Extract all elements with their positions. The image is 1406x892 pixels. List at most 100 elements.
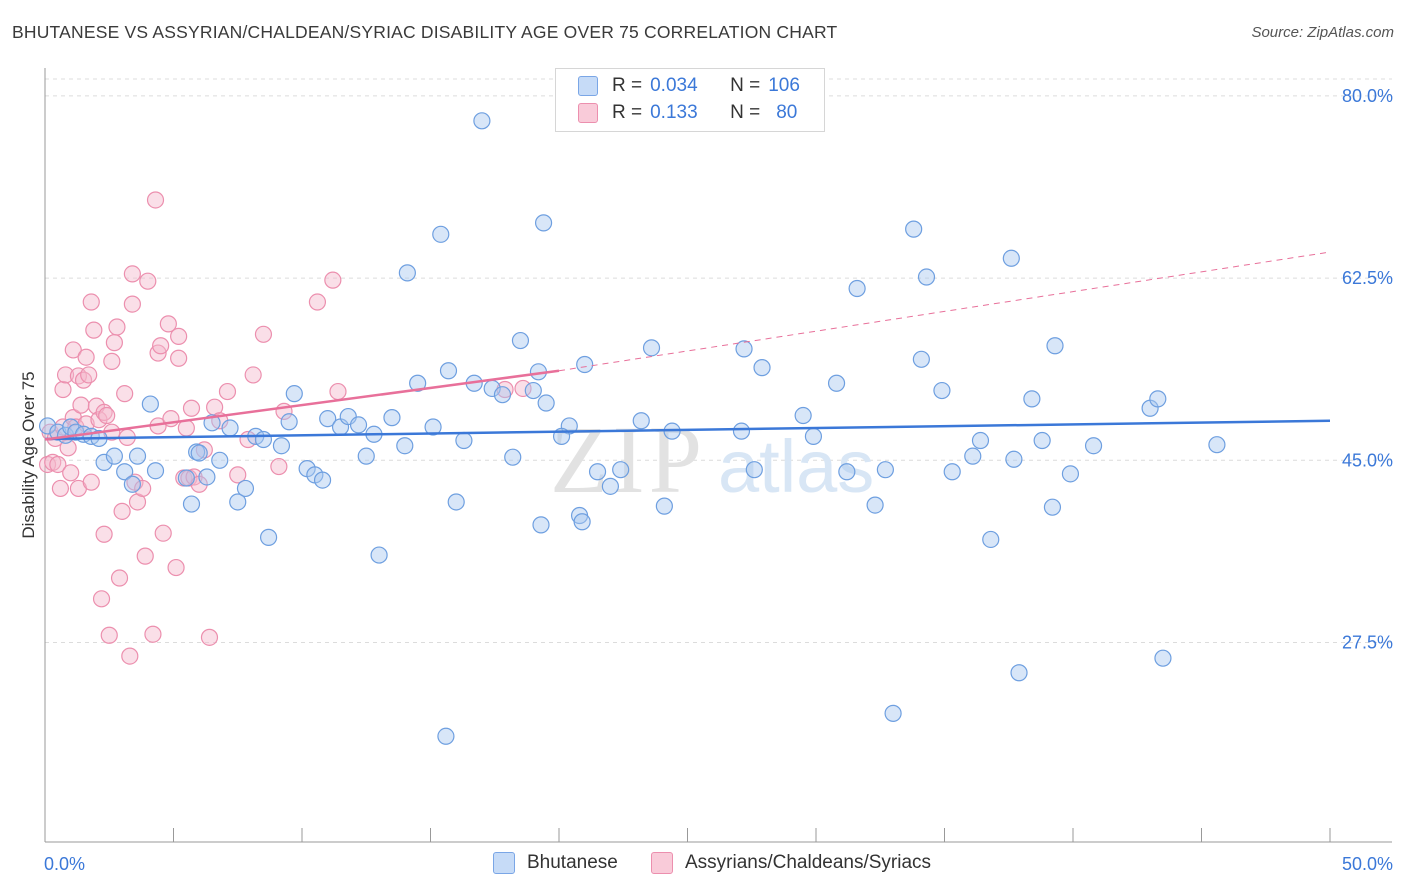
point-assyrians	[116, 385, 134, 403]
legend-row-bhutanese: R = 0.034 N = 106	[578, 73, 800, 99]
point-bhutanese	[432, 225, 450, 243]
x-tick-label-max: 50.0%	[1342, 854, 1393, 874]
point-assyrians	[170, 327, 188, 345]
point-bhutanese	[254, 430, 273, 449]
point-assyrians	[244, 366, 262, 384]
series-legend-swatch-assyrians	[651, 852, 673, 874]
point-assyrians	[218, 382, 237, 401]
point-bhutanese	[424, 418, 442, 436]
point-bhutanese	[588, 463, 607, 481]
trendline-assyrians-extrapolated	[558, 251, 1331, 372]
point-assyrians	[49, 455, 67, 474]
point-bhutanese	[141, 395, 159, 413]
point-assyrians	[105, 334, 123, 352]
point-bhutanese	[943, 463, 961, 481]
watermark-zip: ZIP	[550, 406, 706, 513]
point-assyrians	[62, 464, 80, 482]
point-bhutanese	[349, 416, 368, 434]
x-tick-label-min: 0.0%	[44, 854, 85, 874]
point-assyrians	[144, 625, 162, 643]
source-credit: Source: ZipAtlas.com	[1251, 24, 1394, 41]
point-bhutanese	[1061, 465, 1080, 483]
point-assyrians	[64, 341, 82, 359]
point-assyrians	[82, 473, 100, 491]
point-assyrians	[51, 479, 70, 498]
point-bhutanese	[964, 447, 982, 465]
point-bhutanese	[732, 422, 751, 440]
legend-r-value-bhutanese: 0.034	[650, 75, 698, 96]
point-bhutanese	[439, 362, 458, 380]
point-bhutanese	[259, 528, 278, 546]
legend-n-value-assyrians: 80	[776, 102, 798, 123]
point-bhutanese	[632, 412, 650, 430]
point-bhutanese	[642, 339, 661, 357]
point-bhutanese	[612, 461, 630, 479]
point-assyrians	[110, 569, 129, 587]
point-bhutanese	[1023, 390, 1041, 408]
point-bhutanese	[236, 479, 255, 498]
point-bhutanese	[601, 477, 620, 495]
point-assyrians	[95, 403, 113, 422]
point-bhutanese	[971, 431, 990, 450]
legend-swatch-assyrians	[578, 103, 598, 123]
point-bhutanese	[455, 431, 473, 450]
point-bhutanese	[177, 469, 195, 487]
y-axis-label: Disability Age Over 75	[19, 371, 38, 538]
point-bhutanese	[1046, 337, 1064, 355]
legend-r-value-assyrians: 0.133	[650, 102, 698, 123]
point-assyrians	[136, 547, 154, 565]
point-bhutanese	[447, 493, 465, 511]
point-bhutanese	[221, 419, 239, 437]
point-bhutanese	[866, 496, 884, 514]
point-bhutanese	[745, 461, 763, 479]
point-assyrians	[154, 524, 172, 542]
legend-n-label: N =	[730, 75, 761, 96]
series-legend-swatch-bhutanese	[493, 852, 515, 874]
point-bhutanese	[524, 381, 542, 400]
point-bhutanese	[396, 437, 414, 455]
point-assyrians	[229, 466, 247, 484]
point-assyrians	[152, 337, 170, 355]
point-assyrians	[82, 293, 100, 311]
point-assyrians	[123, 265, 141, 283]
point-bhutanese	[116, 463, 134, 481]
point-bhutanese	[1005, 450, 1023, 468]
point-bhutanese	[1010, 664, 1028, 682]
point-assyrians	[329, 382, 347, 401]
legend-n-label: N =	[730, 102, 761, 123]
point-bhutanese	[576, 355, 594, 374]
point-assyrians	[77, 348, 95, 366]
correlation-legend: R = 0.034 N = 106 R = 0.133 N = 80	[555, 68, 825, 132]
point-bhutanese	[128, 447, 147, 465]
point-bhutanese	[982, 530, 1000, 549]
point-bhutanese	[211, 451, 229, 469]
point-bhutanese	[437, 727, 455, 745]
point-assyrians	[254, 325, 273, 343]
point-assyrians	[146, 191, 165, 209]
point-bhutanese	[838, 463, 856, 481]
point-bhutanese	[493, 386, 512, 404]
point-assyrians	[170, 349, 188, 367]
point-bhutanese	[313, 471, 332, 489]
point-bhutanese	[534, 214, 553, 232]
point-assyrians	[167, 558, 185, 577]
point-bhutanese	[198, 468, 216, 486]
point-bhutanese	[1149, 390, 1167, 408]
point-assyrians	[308, 293, 327, 311]
point-bhutanese	[285, 385, 303, 403]
legend-row-assyrians: R = 0.133 N = 80	[578, 100, 797, 126]
point-bhutanese	[884, 704, 902, 722]
point-bhutanese	[876, 461, 894, 479]
point-assyrians	[139, 272, 157, 290]
point-assyrians	[270, 457, 288, 476]
point-bhutanese	[794, 406, 812, 425]
point-assyrians	[134, 479, 152, 498]
point-assyrians	[80, 366, 98, 384]
point-bhutanese	[473, 112, 491, 130]
point-assyrians	[159, 315, 177, 333]
trendline-bhutanese	[44, 419, 1331, 441]
legend-r-label: R =	[612, 102, 643, 123]
point-bhutanese	[532, 516, 550, 534]
y-tick-label: 80.0%	[1342, 86, 1393, 106]
